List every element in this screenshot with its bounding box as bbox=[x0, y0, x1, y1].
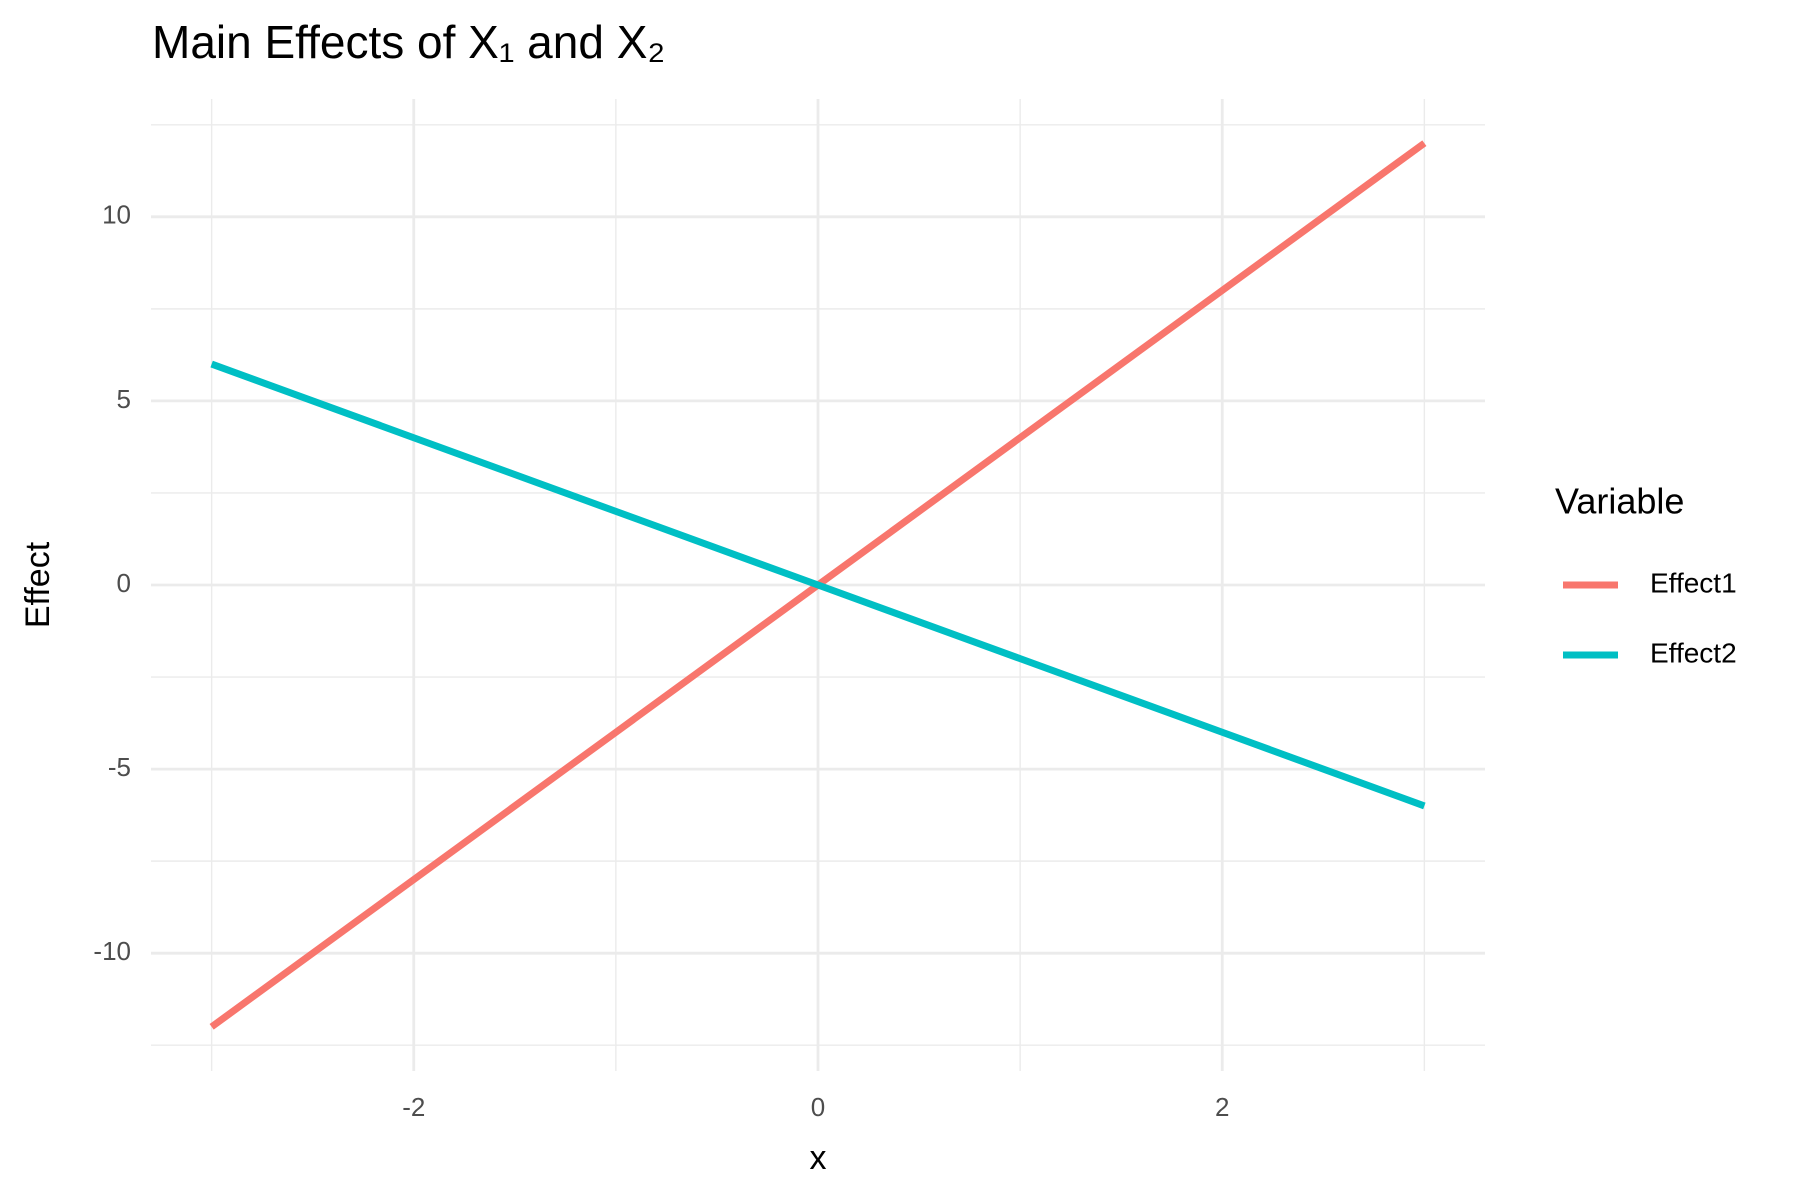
legend-label: Effect2 bbox=[1650, 637, 1737, 668]
line bbox=[210, 360, 1426, 810]
x-axis-title: x bbox=[810, 1139, 827, 1177]
x-tick-label: -2 bbox=[402, 1092, 425, 1122]
y-tick-label: 0 bbox=[117, 568, 131, 598]
y-tick-label: 10 bbox=[102, 200, 131, 230]
y-axis-title: Effect bbox=[19, 541, 57, 628]
x-tick-label: 2 bbox=[1215, 1092, 1229, 1122]
y-tick-label: -10 bbox=[93, 936, 131, 966]
x-tick-label: 0 bbox=[811, 1092, 825, 1122]
chart-title: Main Effects of X₁ and X₂ bbox=[152, 16, 665, 68]
y-tick-label: 5 bbox=[117, 384, 131, 414]
legend-title: Variable bbox=[1555, 481, 1684, 522]
legend-label: Effect1 bbox=[1650, 567, 1737, 598]
y-tick-label: -5 bbox=[108, 752, 131, 782]
